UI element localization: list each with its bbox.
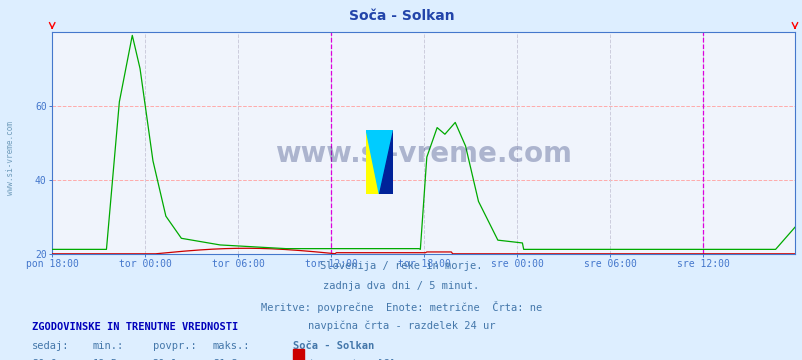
Text: navpična črta - razdelek 24 ur: navpična črta - razdelek 24 ur — [307, 320, 495, 331]
Text: 19,5: 19,5 — [92, 359, 117, 360]
Text: 21,2: 21,2 — [213, 359, 237, 360]
Polygon shape — [366, 130, 379, 194]
Text: 20,0: 20,0 — [32, 359, 57, 360]
Text: www.si-vreme.com: www.si-vreme.com — [275, 140, 571, 168]
Text: www.si-vreme.com: www.si-vreme.com — [6, 121, 14, 195]
Text: Meritve: povprečne  Enote: metrične  Črta: ne: Meritve: povprečne Enote: metrične Črta:… — [261, 301, 541, 312]
Text: min.:: min.: — [92, 341, 124, 351]
Text: Slovenija / reke in morje.: Slovenija / reke in morje. — [320, 261, 482, 271]
Text: Soča - Solkan: Soča - Solkan — [348, 9, 454, 23]
Polygon shape — [379, 130, 392, 194]
Text: povpr.:: povpr.: — [152, 341, 196, 351]
Text: maks.:: maks.: — [213, 341, 250, 351]
Text: sedaj:: sedaj: — [32, 341, 70, 351]
Polygon shape — [366, 130, 392, 194]
Text: ZGODOVINSKE IN TRENUTNE VREDNOSTI: ZGODOVINSKE IN TRENUTNE VREDNOSTI — [32, 322, 238, 332]
Text: 20,1: 20,1 — [152, 359, 177, 360]
Text: Soča - Solkan: Soča - Solkan — [293, 341, 374, 351]
Text: zadnja dva dni / 5 minut.: zadnja dva dni / 5 minut. — [323, 281, 479, 291]
Text: temperatura[C]: temperatura[C] — [308, 359, 395, 360]
